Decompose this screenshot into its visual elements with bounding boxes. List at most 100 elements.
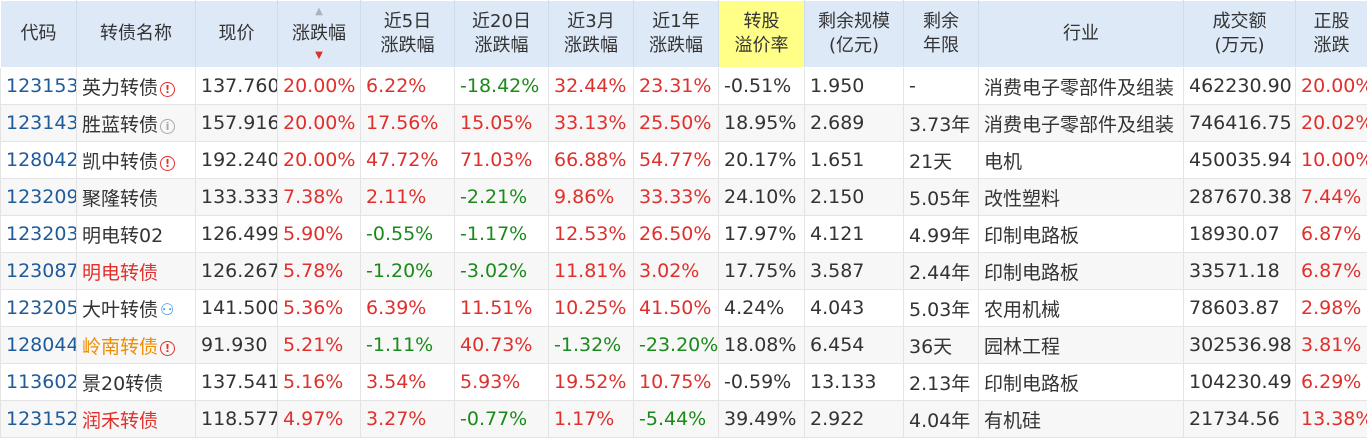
sort-descending-icon[interactable]: ▼ (315, 50, 323, 61)
chg1y-value: 25.50% (639, 112, 712, 134)
cell-chg: 5.78% (277, 252, 361, 290)
table-row[interactable]: 123143 胜蓝转债 i 157.916 20.00% 17.56% 15.05% 33.1… (0, 104, 1367, 142)
table-row[interactable]: 123152 润禾转债 118.577 4.97% 3.27% -0.77% 1.17% -5… (0, 400, 1367, 438)
header-turnover[interactable]: 成交额 (万元) (1183, 0, 1296, 68)
scale-value: 3.587 (810, 260, 865, 282)
cell-industry: 消费电子零部件及组装 (978, 104, 1184, 142)
chg3m-value: 10.25% (554, 297, 627, 319)
code-value: 123209 (6, 186, 77, 208)
header-label: 转债名称 (100, 23, 172, 44)
cell-name[interactable]: 英力转债! (76, 67, 196, 105)
header-change-pct[interactable]: 涨跌幅 ▲ ▼ (277, 0, 361, 68)
chg5-value: 17.56% (366, 112, 439, 134)
sort-ascending-icon[interactable]: ▲ (315, 6, 323, 17)
cell-premium: 4.24% (718, 289, 805, 327)
cell-code[interactable]: 123153 (0, 67, 77, 105)
cell-name[interactable]: 凯中转债! (76, 141, 196, 179)
warning-icon[interactable]: ! (160, 155, 176, 171)
chg-value: 20.00% (283, 75, 356, 97)
header-bond-name[interactable]: 转债名称 (76, 0, 196, 68)
cell-scale: 13.133 (804, 363, 904, 401)
header-price[interactable]: 现价 (195, 0, 278, 68)
table-row[interactable]: 123087 明电转债 126.267 5.78% -1.20% -3.02% 11.81%… (0, 252, 1367, 290)
cell-premium: 17.97% (718, 215, 805, 253)
warning-icon[interactable]: ! (160, 340, 176, 356)
info-icon[interactable]: i (160, 118, 176, 134)
header-label: (万元) (1214, 35, 1265, 56)
cell-name[interactable]: 景20转债 (76, 363, 196, 401)
chg1y-value: 33.33% (639, 186, 712, 208)
table-row[interactable]: 123209 聚隆转债 133.333 7.38% 2.11% -2.21% 9.86% 33… (0, 178, 1367, 216)
turnover-value: 33571.18 (1189, 260, 1280, 282)
cell-chg: 20.00% (277, 104, 361, 142)
cell-name[interactable]: 聚隆转债 (76, 178, 196, 216)
table-row[interactable]: 113602 景20转债 137.541 5.16% 3.54% 5.93% 19.52% 1… (0, 363, 1367, 401)
header-change-5d[interactable]: 近5日 涨跌幅 (360, 0, 455, 68)
cell-turnover: 287670.38 (1183, 178, 1296, 216)
table-body: 123153 英力转债! 137.760 20.00% 6.22% -18.42% 32.4… (0, 67, 1367, 438)
chg3m-value: 33.13% (554, 112, 627, 134)
header-conversion-premium[interactable]: 转股 溢价率 (718, 0, 805, 68)
header-change-3m[interactable]: 近3月 涨跌幅 (548, 0, 634, 68)
cell-industry: 有机硅 (978, 400, 1184, 438)
chg5-value: 6.39% (366, 297, 427, 319)
cell-chg: 5.16% (277, 363, 361, 401)
cell-scale: 2.689 (804, 104, 904, 142)
header-remaining-scale[interactable]: 剩余规模 (亿元) (804, 0, 904, 68)
header-stock-change[interactable]: 正股 涨跌 (1295, 0, 1367, 68)
chg-value: 5.21% (283, 334, 344, 356)
cell-code[interactable]: 113602 (0, 363, 77, 401)
chg5-value: 3.54% (366, 371, 427, 393)
price-value: 137.760 (201, 75, 278, 97)
cell-name[interactable]: 大叶转债 ⚇ (76, 289, 196, 327)
cell-chg20: 40.73% (454, 326, 549, 364)
industry-value: 消费电子零部件及组装 (984, 113, 1175, 136)
cell-stock_chg: 3.81% (1295, 326, 1367, 364)
cell-chg20: -0.77% (454, 400, 549, 438)
cell-name[interactable]: 明电转02 (76, 215, 196, 253)
cell-name[interactable]: 明电转债 (76, 252, 196, 290)
table-row[interactable]: 123205 大叶转债 ⚇ 141.500 5.36% 6.39% 11.51% 10.25%… (0, 289, 1367, 327)
chg1y-value: -5.44% (639, 408, 707, 430)
table-row[interactable]: 123203 明电转02 126.499 5.90% -0.55% -1.17% 12.53… (0, 215, 1367, 253)
cell-industry: 印制电路板 (978, 215, 1184, 253)
cell-premium: 20.17% (718, 141, 805, 179)
cell-code[interactable]: 123152 (0, 400, 77, 438)
cell-chg3m: 66.88% (548, 141, 634, 179)
price-value: 118.577 (201, 408, 278, 430)
cell-name[interactable]: 胜蓝转债 i (76, 104, 196, 142)
cell-chg20: 15.05% (454, 104, 549, 142)
table-row[interactable]: 128044 岭南转债! 91.930 5.21% -1.11% 40.73% -1.32%… (0, 326, 1367, 364)
table-row[interactable]: 123153 英力转债! 137.760 20.00% 6.22% -18.42% 32.4… (0, 67, 1367, 105)
cell-industry: 印制电路板 (978, 252, 1184, 290)
cell-chg1y: 41.50% (633, 289, 719, 327)
cell-name[interactable]: 润禾转债 (76, 400, 196, 438)
cell-code[interactable]: 123209 (0, 178, 77, 216)
cell-code[interactable]: 128044 (0, 326, 77, 364)
chg1y-value: -23.20% (639, 334, 719, 356)
person-icon[interactable]: ⚇ (160, 299, 175, 319)
cell-price: 137.760 (195, 67, 278, 105)
header-code[interactable]: 代码 (0, 0, 77, 68)
chg5-value: -0.55% (366, 223, 434, 245)
cell-code[interactable]: 123143 (0, 104, 77, 142)
header-remaining-term[interactable]: 剩余 年限 (903, 0, 979, 68)
header-industry[interactable]: 行业 (978, 0, 1184, 68)
chg20-value: 11.51% (460, 297, 533, 319)
header-change-1y[interactable]: 近1年 涨跌幅 (633, 0, 719, 68)
remain-value: 4.99年 (909, 224, 971, 247)
table-row[interactable]: 128042 凯中转债! 192.240 20.00% 47.72% 71.03% 66.8… (0, 141, 1367, 179)
cell-chg3m: 33.13% (548, 104, 634, 142)
cell-code[interactable]: 123205 (0, 289, 77, 327)
cell-name[interactable]: 岭南转债! (76, 326, 196, 364)
chg5-value: 2.11% (366, 186, 427, 208)
industry-value: 园林工程 (984, 335, 1061, 358)
cell-code[interactable]: 123203 (0, 215, 77, 253)
cell-chg5: 3.54% (360, 363, 455, 401)
cell-chg: 5.36% (277, 289, 361, 327)
cell-code[interactable]: 123087 (0, 252, 77, 290)
warning-icon[interactable]: ! (160, 81, 176, 97)
header-change-20d[interactable]: 近20日 涨跌幅 (454, 0, 549, 68)
header-label: 涨跌幅 (564, 35, 618, 56)
cell-code[interactable]: 128042 (0, 141, 77, 179)
